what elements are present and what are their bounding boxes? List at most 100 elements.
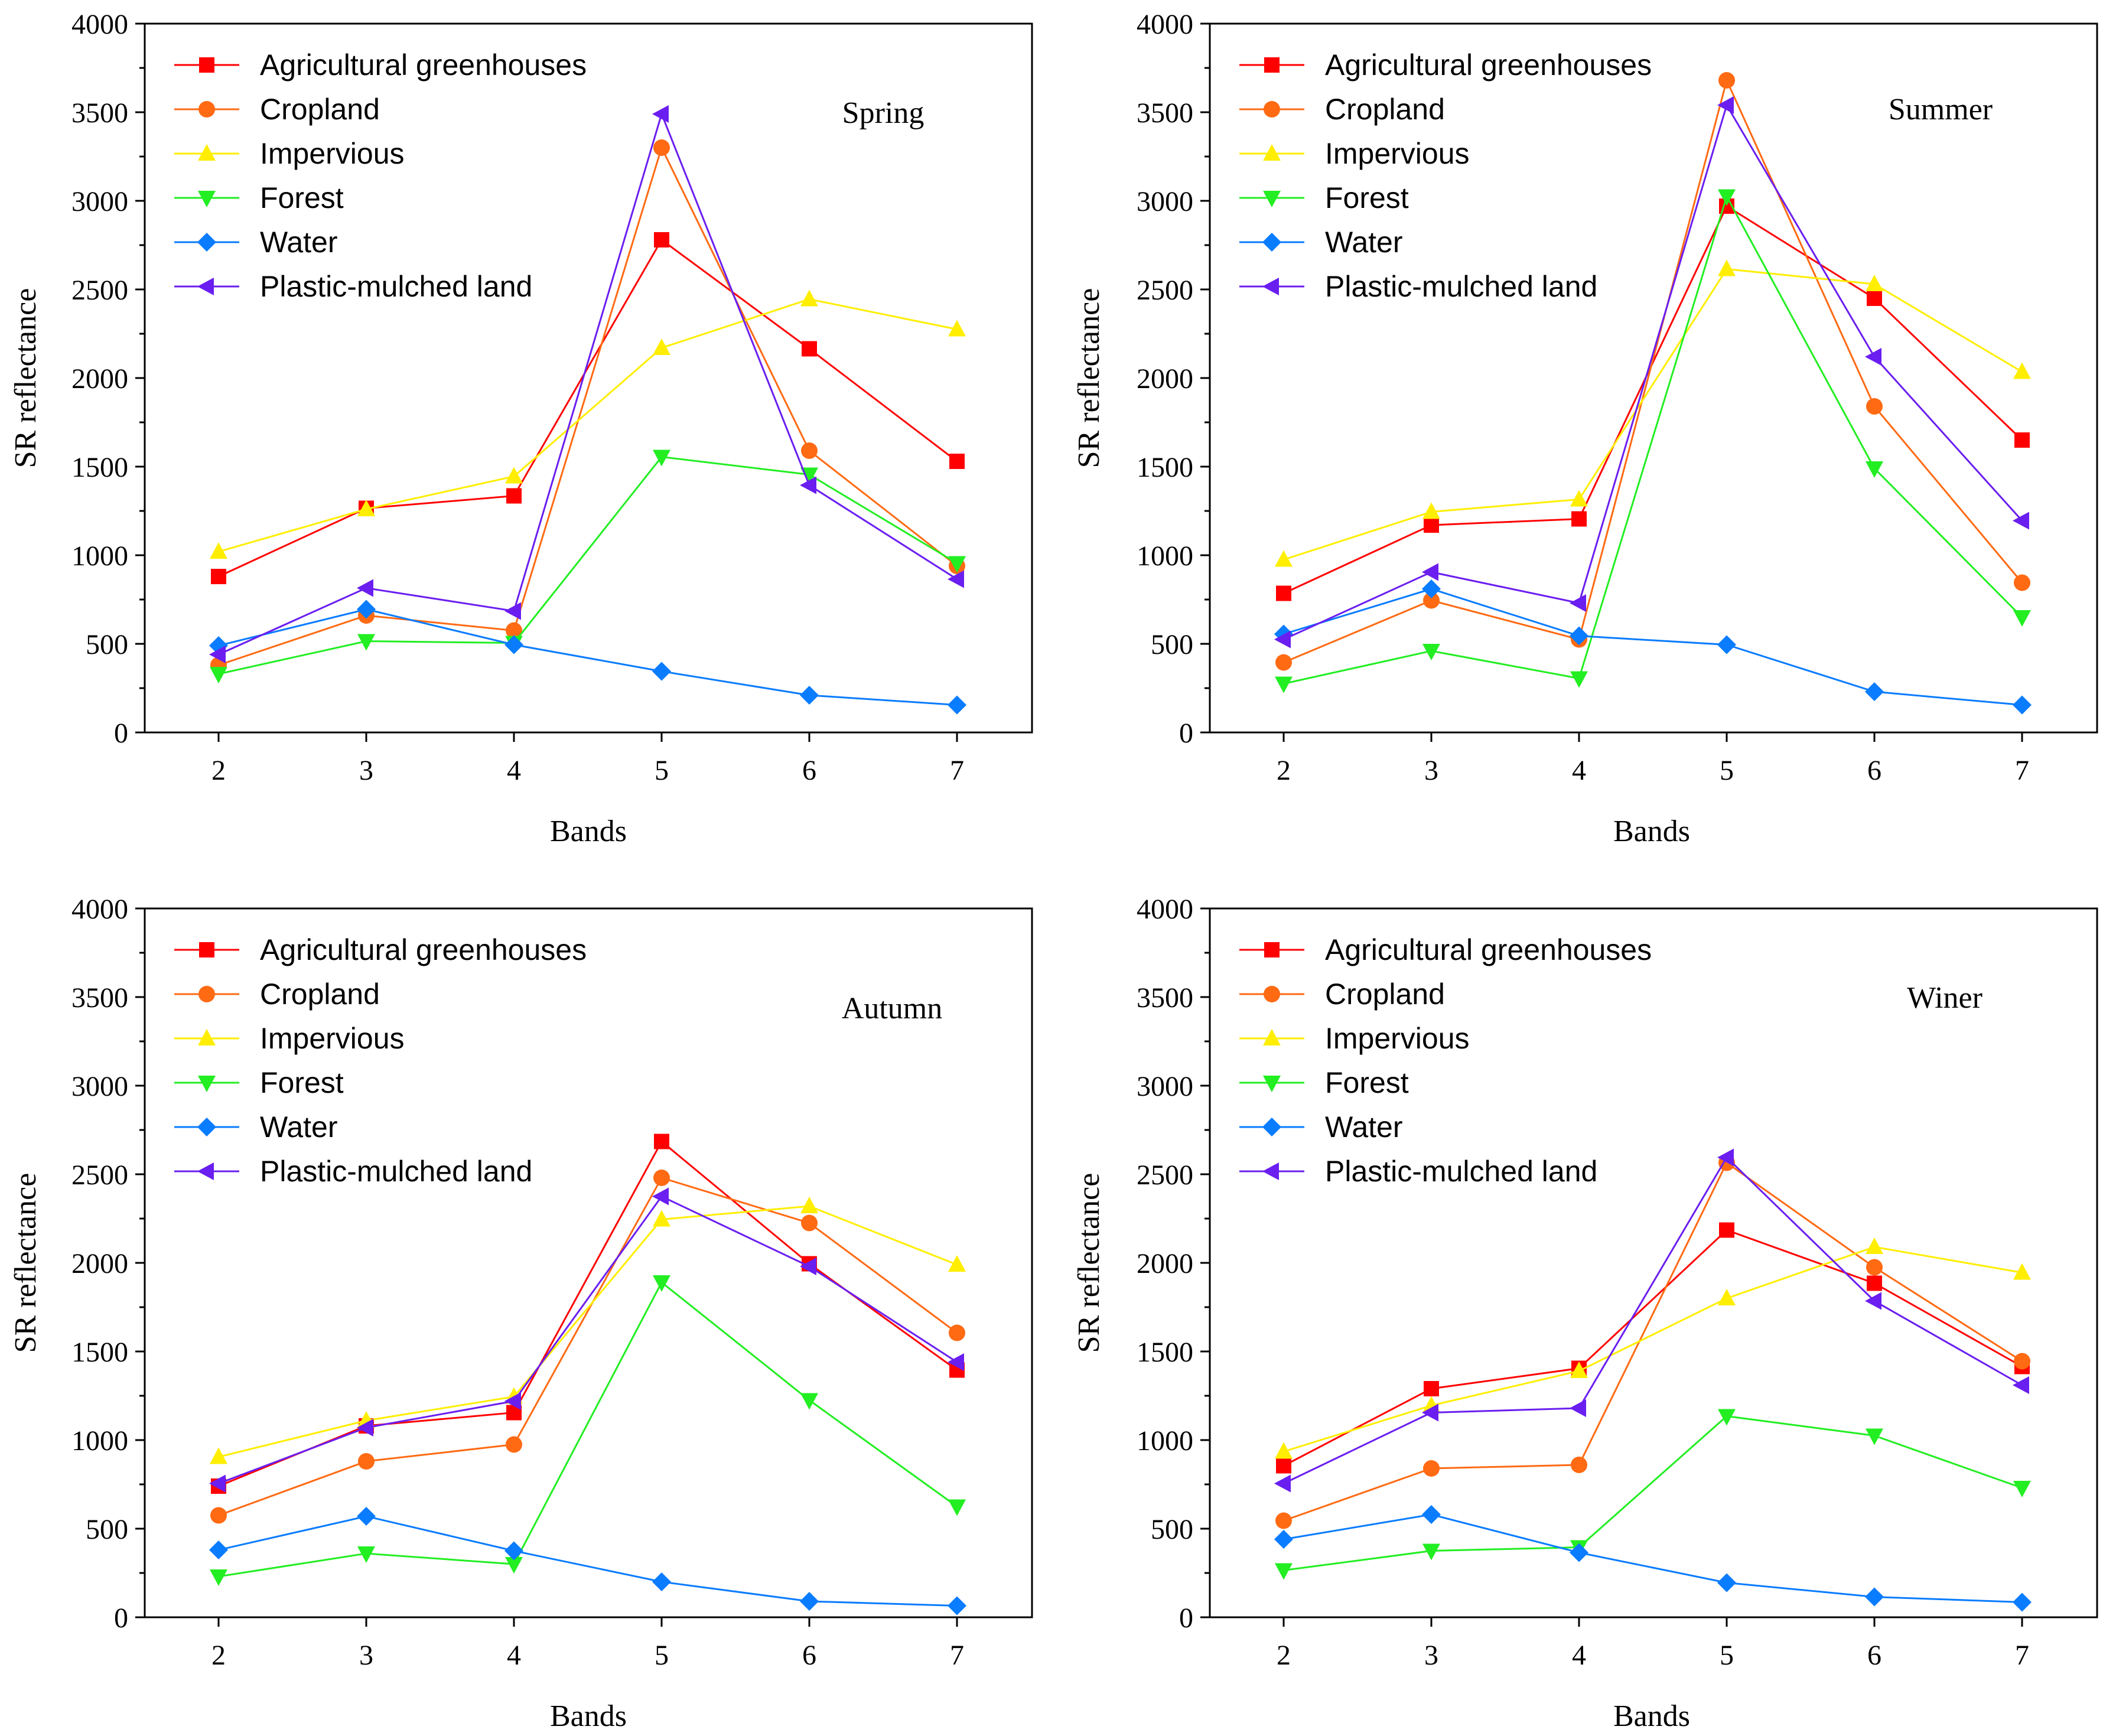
legend-marker (198, 1076, 216, 1092)
y-tick-label: 1500 (71, 452, 128, 483)
legend-marker (198, 144, 216, 161)
data-point (948, 1353, 964, 1371)
data-point (652, 662, 671, 681)
y-tick-label: 0 (114, 718, 128, 749)
data-point (2013, 610, 2031, 627)
series-line (1283, 1156, 2023, 1484)
data-point (506, 622, 522, 639)
data-point (802, 341, 817, 357)
data-point (1276, 1458, 1291, 1474)
y-tick-label: 2500 (71, 1159, 128, 1191)
y-tick-label: 2000 (1137, 1248, 1193, 1279)
y-tick-label: 2500 (1137, 1159, 1193, 1191)
data-point (1717, 1573, 1736, 1592)
legend-label: Impervious (260, 1022, 405, 1055)
y-tick-label: 0 (1179, 1603, 1193, 1634)
x-tick-label: 5 (655, 1640, 669, 1671)
data-point (800, 467, 818, 484)
y-tick-label: 1500 (1137, 452, 1193, 483)
x-tick-label: 5 (1720, 1640, 1734, 1671)
data-point (210, 1507, 227, 1524)
y-tick-label: 3000 (1137, 186, 1193, 217)
data-point (949, 1324, 965, 1341)
data-point (1571, 511, 1587, 527)
data-point (1275, 550, 1293, 567)
data-point (800, 476, 816, 494)
series-line (218, 608, 958, 706)
x-tick-label: 3 (359, 755, 373, 786)
data-point (1274, 1530, 1293, 1549)
legend-marker (1263, 144, 1281, 161)
panel-title: Spring (842, 96, 924, 130)
data-point (1422, 1505, 1441, 1524)
y-tick-label: 0 (114, 1603, 128, 1634)
data-point (652, 1572, 671, 1591)
legend-label: Impervious (1325, 137, 1470, 170)
chart-panel-spring: SR reflectance Bands Spring 0 500 1000 1500… (9, 9, 1033, 848)
legend-marker (198, 1029, 216, 1045)
data-point (948, 320, 966, 337)
legend-marker (1263, 191, 1281, 207)
series-line (1283, 268, 2023, 561)
x-tick-label: 6 (1867, 755, 1881, 786)
y-tick-label: 2000 (1137, 363, 1193, 395)
data-point (801, 1214, 818, 1232)
data-point (800, 1393, 818, 1410)
x-ticks: 2 3 4 5 6 7 (211, 732, 964, 786)
legend: Agricultural greenhouses Cropland Impervio… (174, 933, 587, 1188)
y-axis-label: SR reflectance (1072, 1173, 1106, 1353)
y-tick-label: 3500 (71, 97, 128, 129)
data-point (1570, 1543, 1588, 1562)
x-tick-label: 6 (802, 1640, 816, 1671)
data-point (506, 1436, 522, 1453)
data-point (357, 600, 376, 619)
y-tick-label: 1500 (1137, 1337, 1193, 1368)
data-point (2013, 1481, 2031, 1497)
data-point (801, 442, 818, 459)
series-line (218, 1177, 958, 1516)
data-point (211, 569, 226, 584)
data-point (357, 579, 373, 597)
x-tick-label: 4 (507, 755, 521, 786)
series-line (218, 1515, 958, 1607)
data-point (357, 634, 375, 651)
chart-panel-summer: SR reflectance Bands Summer 0 500 1000 1500… (1072, 9, 2098, 848)
y-tick-label: 3500 (71, 982, 128, 1014)
data-point (949, 454, 965, 469)
legend-label: Forest (260, 181, 344, 214)
panel-title: Summer (1889, 93, 1993, 126)
legend-label: Water (1325, 1110, 1403, 1144)
legend-marker (1264, 101, 1280, 118)
data-point (1275, 654, 1292, 671)
data-point (1423, 1460, 1440, 1477)
x-tick-label: 3 (1424, 755, 1438, 786)
data-point (2013, 1592, 2032, 1612)
data-point (209, 646, 226, 663)
y-tick-label: 500 (1151, 1514, 1193, 1545)
y-tick-label: 3500 (1137, 982, 1193, 1014)
legend-label: Water (1325, 226, 1403, 259)
y-ticks: 0 500 1000 1500 2000 2500 3000 3500 4000 (1137, 9, 1210, 749)
data-point (1274, 1474, 1291, 1493)
data-point (948, 695, 966, 715)
data-point (2013, 512, 2029, 530)
data-point (1717, 635, 1736, 654)
y-tick-label: 3000 (71, 1071, 128, 1102)
legend: Agricultural greenhouses Cropland Impervio… (174, 48, 587, 303)
legend-marker (197, 1162, 214, 1180)
data-point (653, 1170, 670, 1186)
data-point (506, 488, 522, 504)
data-point (948, 1596, 966, 1616)
data-point (210, 1569, 227, 1586)
series-line (218, 238, 958, 578)
legend-marker (197, 233, 216, 252)
data-point (1275, 676, 1293, 693)
y-tick-label: 500 (86, 629, 128, 660)
data-point (1570, 1362, 1588, 1378)
data-point (948, 556, 966, 573)
y-tick-label: 1500 (71, 1337, 128, 1368)
legend-label: Water (260, 1110, 338, 1144)
data-point (1275, 1563, 1293, 1580)
data-point (504, 602, 521, 620)
data-point (1570, 594, 1586, 612)
